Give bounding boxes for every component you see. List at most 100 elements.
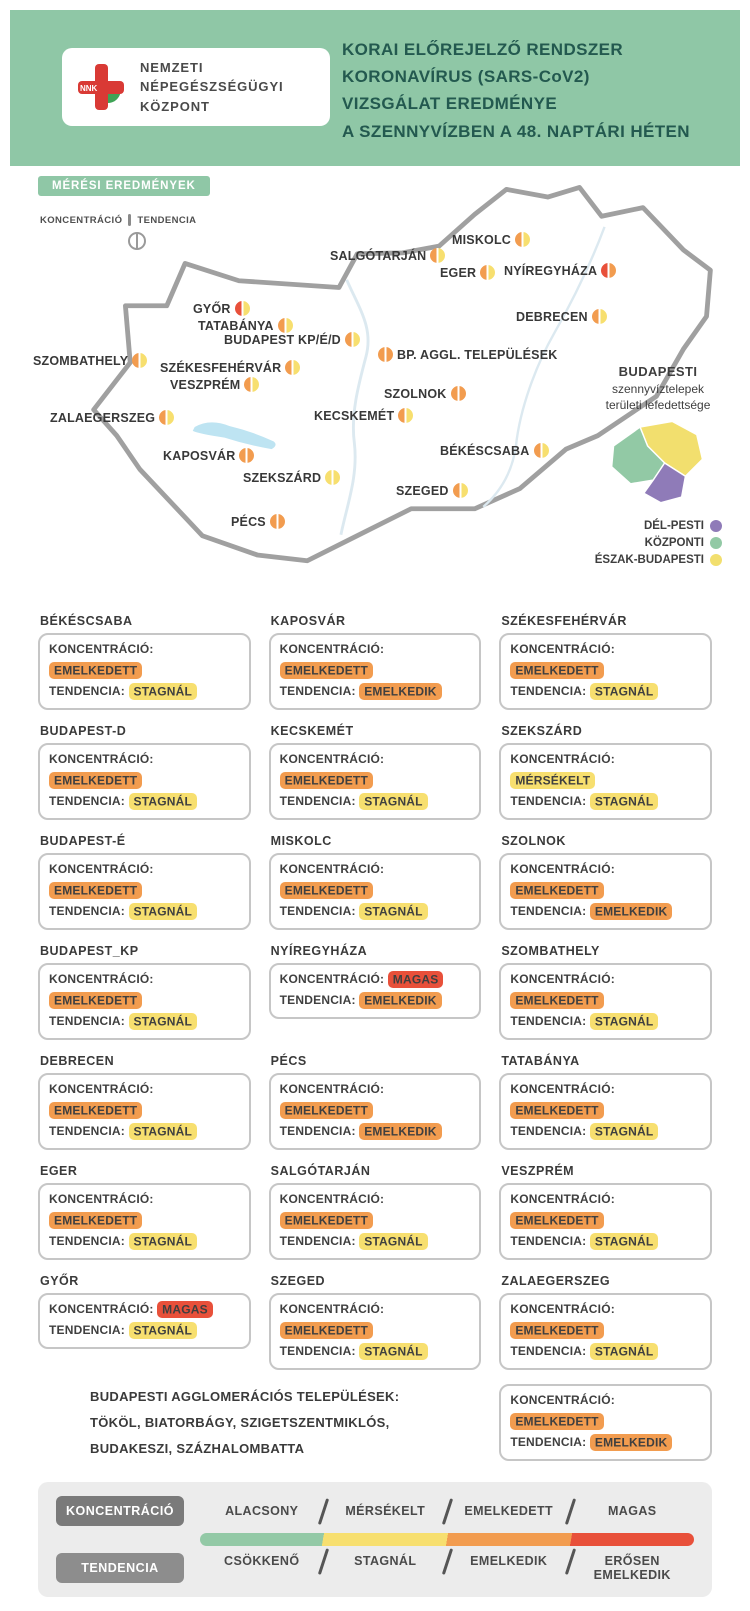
city-result-title: SZÉKESFEHÉRVÁR xyxy=(501,614,627,628)
danube-river xyxy=(339,279,370,536)
tendency-row: TENDENCIA: EMELKEDIK xyxy=(510,1432,701,1453)
indicator-legend-tend: TENDENCIA xyxy=(137,214,197,226)
status-indicator-icon xyxy=(269,514,285,529)
tendency-row: TENDENCIA: STAGNÁL xyxy=(510,1121,701,1142)
scale-level-alacsony: ALACSONY xyxy=(200,1504,324,1518)
concentration-row: KONCENTRÁCIÓ: EMELKEDETT xyxy=(279,859,471,901)
status-indicator-icon xyxy=(244,377,260,392)
city-result-budapest: BUDAPEST-É KONCENTRÁCIÓ: EMELKEDETT TENDEN… xyxy=(38,834,251,930)
concentration-label: KONCENTRÁCIÓ: xyxy=(279,642,385,656)
result-card: KONCENTRÁCIÓ: EMELKEDETT TENDENCIA: STAGN… xyxy=(38,853,251,930)
city-result-veszpr-m: VESZPRÉM KONCENTRÁCIÓ: EMELKEDETT TENDENCI… xyxy=(499,1164,712,1260)
tendency-value: EMELKEDIK xyxy=(359,682,442,700)
concentration-value: EMELKEDETT xyxy=(279,1101,373,1119)
status-indicator-icon xyxy=(398,408,414,423)
city-result-title: VESZPRÉM xyxy=(501,1164,575,1178)
concentration-value: EMELKEDETT xyxy=(279,771,373,789)
city-label: ZALAEGERSZEG xyxy=(50,410,156,425)
city-marker-bp-aggl-telep-l-sek: BP. AGGL. TELEPÜLÉSEK xyxy=(378,347,557,362)
city-results-grid: BÉKÉSCSABA KONCENTRÁCIÓ: EMELKEDETT TENDEN… xyxy=(0,608,750,1370)
city-label: SALGÓTARJÁN xyxy=(330,248,427,263)
inset-legend-item-k-zponti: KÖZPONTI xyxy=(594,537,722,550)
szak-budapesti-color-dot-icon xyxy=(710,554,722,567)
city-result-title: ZALAEGERSZEG xyxy=(501,1274,611,1288)
city-result-title: BUDAPEST_KP xyxy=(40,944,139,958)
tendency-label: TENDENCIA: xyxy=(279,904,360,918)
agglomeration-card-slot: KONCENTRÁCIÓ: EMELKEDETT TENDENCIA: EMELK… xyxy=(499,1384,712,1461)
divider xyxy=(128,214,132,226)
tendency-row: TENDENCIA: STAGNÁL xyxy=(49,1121,240,1142)
city-marker-kaposv-r: KAPOSVÁR xyxy=(163,448,255,463)
tendency-value: STAGNÁL xyxy=(128,902,198,920)
concentration-label: KONCENTRÁCIÓ: xyxy=(510,972,615,986)
hungary-border xyxy=(91,185,713,564)
city-result-title: BUDAPEST-D xyxy=(40,724,127,738)
tendency-value: STAGNÁL xyxy=(589,682,659,700)
title-line: VIZSGÁLAT EREDMÉNYE xyxy=(342,94,558,114)
city-marker-salg-tarj-n: SALGÓTARJÁN xyxy=(330,248,446,263)
city-marker-debrecen: DEBRECEN xyxy=(516,309,607,324)
result-card: KONCENTRÁCIÓ: EMELKEDETT TENDENCIA: STAGN… xyxy=(38,1073,251,1150)
tendency-label: TENDENCIA: xyxy=(279,794,360,808)
scale-legend: KONCENTRÁCIÓ ALACSONY MÉRSÉKELT EMELKEDETT… xyxy=(38,1482,712,1597)
d-l-pesti-color-dot-icon xyxy=(710,520,722,533)
inset-legend-label: KÖZPONTI xyxy=(644,537,704,550)
city-label: BP. AGGL. TELEPÜLÉSEK xyxy=(397,347,558,362)
inset-legend-item-szak-budapesti: ÉSZAK-BUDAPESTI xyxy=(594,554,722,567)
org-line: NÉPEGÉSZSÉGÜGYI xyxy=(140,79,284,95)
concentration-value: EMELKEDETT xyxy=(49,991,143,1009)
tendency-value: STAGNÁL xyxy=(589,1122,659,1140)
status-indicator-icon xyxy=(159,410,175,425)
status-indicator-icon xyxy=(285,360,301,375)
concentration-label: KONCENTRÁCIÓ: xyxy=(510,752,615,766)
scale-level-magas: MAGAS xyxy=(607,1504,657,1518)
city-marker-szeksz-rd: SZEKSZÁRD xyxy=(243,470,341,485)
k-zponti-color-dot-icon xyxy=(710,537,722,550)
city-result-sz-kesfeh-rv-r: SZÉKESFEHÉRVÁR KONCENTRÁCIÓ: EMELKEDETT TE… xyxy=(499,614,712,710)
city-label: BUDAPEST KP/É/D xyxy=(224,332,341,347)
tendency-label: TENDENCIA: xyxy=(49,1124,129,1138)
header: NNK NEMZETI NÉPEGÉSZSÉGÜGYI KÖZPONT KORA… xyxy=(10,10,740,166)
city-label: SZEGED xyxy=(396,483,449,498)
result-card: KONCENTRÁCIÓ: EMELKEDETT TENDENCIA: EMELK… xyxy=(268,1073,482,1150)
map-section: MÉRÉSI EREDMÉNYEK KONCENTRÁCIÓ TENDENCIA… xyxy=(0,166,750,608)
scale-level-emelkedett: EMELKEDETT xyxy=(447,1504,571,1518)
concentration-row: KONCENTRÁCIÓ: EMELKEDETT xyxy=(279,1189,471,1231)
city-result-title: SALGÓTARJÁN xyxy=(270,1164,371,1178)
tendency-label: TENDENCIA: xyxy=(510,684,590,698)
title-line: KORONAVÍRUS (SARS-CoV2) xyxy=(342,67,590,87)
indicator-legend-konc: KONCENTRÁCIÓ xyxy=(40,214,123,226)
tendency-value: STAGNÁL xyxy=(589,1012,659,1030)
inset-legend: DÉL-PESTI KÖZPONTI ÉSZAK-BUDAPESTI xyxy=(594,520,722,567)
tendency-value: STAGNÁL xyxy=(589,1232,659,1250)
city-result-title: GYŐR xyxy=(40,1274,79,1288)
concentration-value: EMELKEDETT xyxy=(49,1211,143,1229)
concentration-value: EMELKEDETT xyxy=(49,881,143,899)
concentration-row: KONCENTRÁCIÓ: EMELKEDETT xyxy=(49,749,240,791)
tendency-row: TENDENCIA: STAGNÁL xyxy=(510,791,701,812)
city-marker-gy-r: GYŐR xyxy=(193,301,250,316)
tendency-row: TENDENCIA: STAGNÁL xyxy=(49,1011,240,1032)
city-result-debrecen: DEBRECEN KONCENTRÁCIÓ: EMELKEDETT TENDENCI… xyxy=(38,1054,251,1150)
page-title: KORAI ELŐREJELZŐ RENDSZER KORONAVÍRUS (S… xyxy=(342,36,690,145)
concentration-row: KONCENTRÁCIÓ: MAGAS xyxy=(280,969,471,990)
city-result-eger: EGER KONCENTRÁCIÓ: EMELKEDETT TENDENCIA: S… xyxy=(38,1164,251,1260)
tendency-value: STAGNÁL xyxy=(128,792,198,810)
city-result-szolnok: SZOLNOK KONCENTRÁCIÓ: EMELKEDETT TENDENCIA… xyxy=(499,834,712,930)
concentration-row: KONCENTRÁCIÓ: EMELKEDETT xyxy=(510,1189,701,1231)
concentration-value: EMELKEDETT xyxy=(279,661,373,679)
tendency-label: TENDENCIA: xyxy=(510,1435,590,1449)
tendency-value: STAGNÁL xyxy=(359,792,428,810)
city-label: NYÍREGYHÁZA xyxy=(504,263,598,278)
scale-level-cs-kken: CSÖKKENŐ xyxy=(200,1554,324,1582)
concentration-value: EMELKEDETT xyxy=(49,1101,143,1119)
title-line: KORAI ELŐREJELZŐ RENDSZER xyxy=(342,40,624,59)
status-indicator-icon xyxy=(325,470,341,485)
concentration-row: KONCENTRÁCIÓ: EMELKEDETT xyxy=(510,639,701,681)
concentration-label: KONCENTRÁCIÓ: xyxy=(510,1393,615,1407)
city-label: VESZPRÉM xyxy=(170,377,241,392)
tendency-label: TENDENCIA: xyxy=(49,904,129,918)
tendency-row: TENDENCIA: STAGNÁL xyxy=(510,1011,701,1032)
status-indicator-icon xyxy=(591,309,607,324)
city-label: SZÉKESFEHÉRVÁR xyxy=(160,360,282,375)
